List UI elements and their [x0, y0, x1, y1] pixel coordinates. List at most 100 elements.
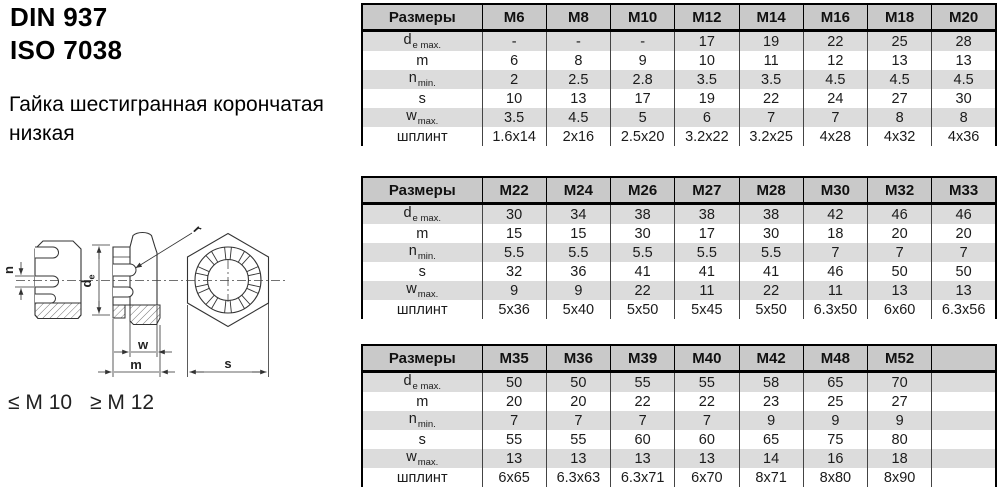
- dimension-label: m: [362, 51, 482, 70]
- thread-size-header: M18: [866, 4, 932, 32]
- dimension-label: шплинт: [362, 127, 482, 146]
- dimension-value-cell: 13: [931, 51, 996, 70]
- dimension-label: nmin.: [362, 243, 482, 262]
- dimension-value-cell: 13: [545, 449, 611, 468]
- dim-label-m: m: [130, 357, 142, 372]
- dimension-de: de: [79, 244, 110, 316]
- size-column-header: Размеры: [362, 177, 482, 205]
- dim-label-de: de: [79, 275, 97, 288]
- dimension-value-cell: -: [609, 30, 675, 51]
- dimension-value-cell: 4.5: [866, 70, 932, 89]
- dimension-label-sub: max.: [417, 457, 439, 468]
- dimension-value-cell: 16: [802, 449, 868, 468]
- dimension-value-cell: 5: [609, 108, 675, 127]
- dimension-value-cell: 38: [609, 203, 675, 224]
- dimension-value-cell: 11: [674, 281, 739, 300]
- dimension-value-cell: 7: [931, 243, 996, 262]
- dimension-value-cell: 20: [931, 224, 996, 243]
- dimension-value-cell: 65: [802, 371, 868, 392]
- size-column-header: Размеры: [362, 4, 482, 32]
- dimension-value-cell: 15: [545, 224, 611, 243]
- dimension-value-cell: 20: [481, 392, 547, 411]
- dimension-value-cell: 19: [738, 30, 804, 51]
- table-row: шплинт 1.6x14 2x16 2.5x20 3.2x22 3.2x25 4x28 4x…: [362, 127, 996, 146]
- dimension-value-cell: 13: [674, 449, 739, 468]
- dimension-value-cell: 5.5: [481, 243, 547, 262]
- dimension-value-cell: 23: [738, 392, 804, 411]
- dimension-value-cell: [931, 392, 996, 411]
- dimension-value-cell: 7: [866, 243, 932, 262]
- dimension-value-cell: 5x45: [674, 300, 739, 319]
- dimension-label-main: n: [408, 70, 417, 86]
- dimension-value-cell: 2.5x20: [609, 127, 675, 146]
- dimension-label-sub: e max.: [412, 381, 442, 392]
- dimension-label-main: n: [408, 243, 417, 259]
- dimension-value-cell: 9: [738, 411, 804, 430]
- dimension-label-main: шплинт: [396, 469, 448, 486]
- dimension-value-cell: 18: [866, 449, 932, 468]
- table-row: шплинт 6x65 6.3x63 6.3x71 6x70 8x71 8x80 8x90: [362, 468, 996, 487]
- dimension-value-cell: 13: [545, 89, 611, 108]
- dimension-value-cell: 5.5: [545, 243, 611, 262]
- table-row: nmin. 5.5 5.5 5.5 5.5 5.5 7 7 7: [362, 243, 996, 262]
- dimension-value-cell: 22: [802, 30, 868, 51]
- dimension-value-cell: 30: [609, 224, 675, 243]
- dimension-value-cell: 9: [481, 281, 547, 300]
- dimension-value-cell: 9: [545, 281, 611, 300]
- dimension-value-cell: 7: [802, 243, 868, 262]
- dimension-value-cell: 13: [866, 51, 932, 70]
- dimension-value-cell: 60: [609, 430, 675, 449]
- dimension-label: de max.: [362, 30, 482, 51]
- dimension-value-cell: 8: [931, 108, 996, 127]
- dimension-value-cell: 17: [674, 224, 739, 243]
- dimension-value-cell: 5.5: [738, 243, 804, 262]
- spec-table-m6-m20: Размеры M6 M8 M10 M12 M14 M16 M18 M20 de max. - - -1…: [361, 3, 997, 146]
- table-row: de max. 50 50 55 55 58 65 70: [362, 371, 996, 392]
- dimension-s: s: [187, 283, 269, 377]
- dimension-value-cell: 7: [738, 108, 804, 127]
- dimension-value-cell: 32: [481, 262, 547, 281]
- table-header-row: Размеры M22 M24 M26 M27 M28 M30 M32 M33: [362, 177, 996, 205]
- dimension-value-cell: 7: [545, 411, 611, 430]
- table-row: m 6 8 9 10 11 12 13 13: [362, 51, 996, 70]
- dimension-value-cell: 4.5: [931, 70, 996, 89]
- dimension-label: nmin.: [362, 411, 482, 430]
- dimension-value-cell: 6.3x50: [802, 300, 868, 319]
- dimension-value-cell: [931, 449, 996, 468]
- dimension-value-cell: 2.5: [545, 70, 611, 89]
- table-row: s 32 36 41 41 41 46 50 50: [362, 262, 996, 281]
- dimension-value-cell: 4x28: [802, 127, 868, 146]
- dimension-value-cell: 14: [738, 449, 804, 468]
- dimension-value-cell: 3.5: [674, 70, 739, 89]
- dimension-value-cell: [931, 468, 996, 487]
- thread-size-header: M20: [931, 4, 996, 32]
- thread-size-header: M52: [866, 345, 932, 373]
- dimension-value-cell: 5x50: [738, 300, 804, 319]
- dimension-value-cell: 2x16: [545, 127, 611, 146]
- dimension-value-cell: 3.5: [481, 108, 547, 127]
- dimension-value-cell: 17: [674, 30, 739, 51]
- dimension-value-cell: 17: [609, 89, 675, 108]
- thread-size-header: M36: [545, 345, 611, 373]
- hex-front-view: [184, 232, 272, 328]
- dim-label-r: r: [191, 221, 205, 237]
- dimension-label-sub: min.: [417, 78, 436, 89]
- dimension-value-cell: 10: [674, 51, 739, 70]
- dimension-label-main: s: [418, 263, 426, 280]
- dimension-value-cell: 8: [545, 51, 611, 70]
- dimension-value-cell: 38: [674, 203, 739, 224]
- dimension-value-cell: 46: [802, 262, 868, 281]
- thread-size-header: M42: [738, 345, 804, 373]
- dimension-label-sub: min.: [417, 419, 436, 430]
- dimension-label: шплинт: [362, 468, 482, 487]
- dimension-value-cell: 22: [738, 281, 804, 300]
- dimension-value-cell: 46: [866, 203, 932, 224]
- dimension-value-cell: 41: [609, 262, 675, 281]
- dimension-value-cell: -: [481, 30, 547, 51]
- dimension-value-cell: 4.5: [545, 108, 611, 127]
- spec-table-m22-m33: Размеры M22 M24 M26 M27 M28 M30 M32 M33 de max. 30…: [361, 176, 997, 319]
- dimension-value-cell: 5.5: [609, 243, 675, 262]
- dimension-value-cell: 25: [802, 392, 868, 411]
- dimension-value-cell: 13: [931, 281, 996, 300]
- dimension-value-cell: 6x60: [866, 300, 932, 319]
